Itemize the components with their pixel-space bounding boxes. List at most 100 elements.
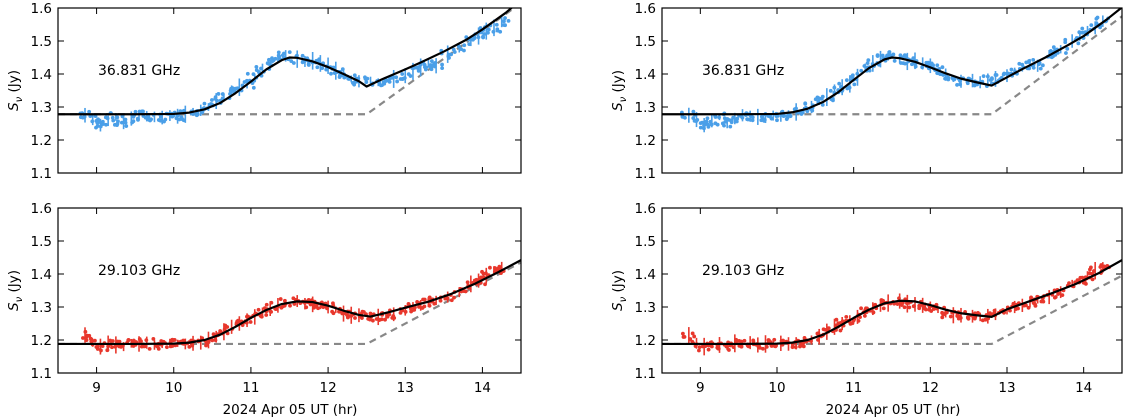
data-marker (944, 310, 949, 315)
data-marker (713, 121, 718, 126)
panel-top-left: 1.1 1.2 1.3 1.4 1.5 1.6 Sν (Jy) 36.831 GHz (6, 1, 522, 182)
data-marker (983, 317, 988, 322)
y-tick-label: 1.1 (31, 366, 52, 382)
x-tick-label: 10 (165, 380, 182, 396)
data-point (451, 43, 467, 54)
data-marker (429, 67, 434, 72)
data-marker (488, 265, 492, 270)
data-marker (117, 339, 122, 344)
frequency-label: 29.103 GHz (702, 263, 784, 279)
data-marker (245, 71, 250, 76)
data-marker (100, 119, 105, 124)
data-marker (790, 345, 795, 350)
data-marker (704, 119, 709, 124)
data-marker (324, 67, 329, 72)
data-marker (452, 50, 457, 54)
data-marker (911, 304, 916, 309)
data-marker (798, 344, 802, 349)
data-marker (903, 61, 908, 66)
data-marker (494, 267, 499, 272)
data-marker (497, 264, 502, 269)
data-marker (282, 298, 287, 303)
data-marker (481, 35, 486, 40)
data-marker (818, 96, 822, 101)
data-marker (368, 317, 372, 322)
y-tick-label: 1.6 (635, 1, 656, 17)
data-point (156, 110, 171, 125)
data-marker (1037, 62, 1041, 67)
y-tick-label: 1.4 (31, 67, 52, 83)
data-marker (494, 22, 499, 27)
data-marker (406, 301, 411, 306)
data-marker (759, 118, 764, 123)
data-marker (163, 117, 168, 122)
data-marker (172, 338, 177, 342)
data-marker (99, 348, 103, 353)
data-marker (764, 344, 769, 349)
fit-curve (662, 8, 1122, 116)
data-marker (717, 115, 721, 120)
data-marker (713, 115, 718, 119)
data-marker (705, 116, 710, 121)
data-marker (432, 301, 437, 306)
data-marker (486, 30, 490, 35)
data-marker (734, 337, 739, 342)
data-marker (1092, 269, 1096, 273)
data-marker (210, 338, 215, 343)
panel-top-right: 1.1 1.2 1.3 1.4 1.5 1.6 Sν (Jy) 36.831 GHz (610, 1, 1123, 182)
y-tick-label: 1.6 (635, 201, 656, 217)
data-marker (875, 54, 880, 58)
data-marker (913, 64, 918, 69)
data-marker (251, 72, 256, 77)
data-marker (498, 29, 503, 34)
data-marker (938, 72, 943, 77)
data-marker (81, 336, 85, 340)
data-marker (124, 124, 129, 128)
data-point (385, 307, 403, 322)
data-marker (415, 300, 420, 304)
y-axis-label: Sν (Jy) (610, 270, 629, 311)
data-marker (213, 338, 218, 343)
data-marker (181, 108, 186, 113)
data-marker (155, 344, 160, 349)
data-marker (702, 126, 706, 131)
data-marker (826, 326, 831, 331)
data-marker (1056, 292, 1061, 296)
data-point (818, 88, 835, 107)
data-marker (349, 314, 354, 318)
data-marker (1089, 23, 1094, 28)
data-marker (291, 61, 296, 65)
data-marker (1090, 277, 1095, 282)
data-marker (1017, 61, 1022, 66)
data-point (704, 114, 720, 128)
data-point (137, 336, 156, 349)
y-tick-label: 1.1 (635, 366, 656, 382)
data-marker (438, 298, 443, 303)
data-marker (907, 305, 912, 310)
data-marker (813, 97, 818, 102)
data-marker (433, 60, 438, 65)
data-marker (142, 344, 146, 349)
data-marker (788, 114, 793, 119)
x-tick-label: 11 (845, 380, 862, 396)
data-marker (259, 66, 263, 71)
data-marker (506, 18, 511, 23)
data-point (486, 19, 503, 37)
data-marker (300, 53, 305, 58)
data-marker (801, 344, 806, 349)
data-marker (97, 120, 102, 124)
data-marker (269, 300, 274, 305)
data-marker (880, 53, 885, 58)
data-marker (958, 82, 962, 87)
data-marker (147, 346, 152, 351)
data-marker (137, 337, 142, 341)
data-marker (1006, 71, 1011, 76)
data-marker (855, 71, 860, 76)
data-marker (805, 109, 810, 114)
data-marker (920, 65, 925, 70)
data-marker (834, 317, 839, 322)
data-marker (269, 309, 273, 314)
data-marker (895, 302, 900, 306)
data-marker (360, 316, 364, 320)
data-marker (865, 61, 870, 66)
